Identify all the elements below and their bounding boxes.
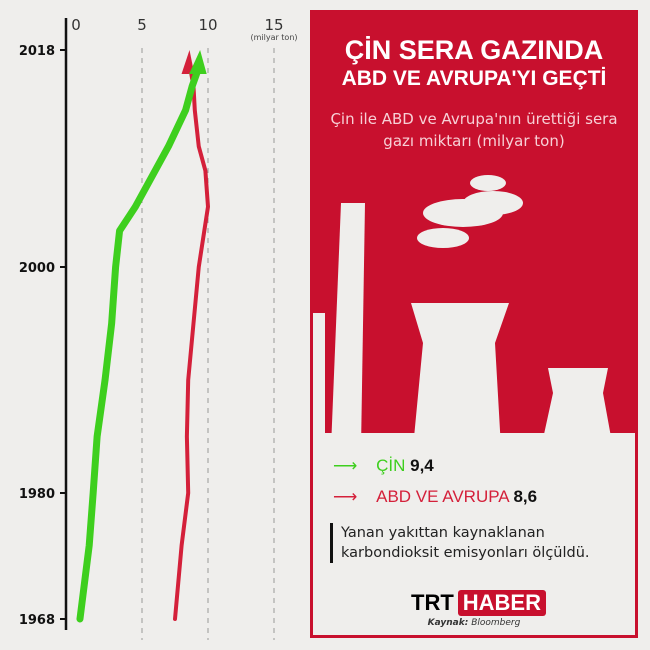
legend-label: ÇİN [376, 456, 406, 475]
arrowhead-icon [189, 50, 207, 74]
legend-value: 9,4 [410, 456, 434, 475]
panel-title: ÇİN SERA GAZINDA ABD VE AVRUPA'YI GEÇTİ [313, 35, 635, 93]
y-tick-label: 1980 [19, 487, 55, 502]
trt-haber-logo: TRT HABER [411, 590, 546, 616]
x-tick-label: 10 [198, 16, 217, 34]
source: Kaynak: Bloomberg [313, 618, 635, 628]
series-line-china [76, 60, 204, 623]
legend-china: ⟶ ÇİN 9,4 [333, 456, 434, 476]
info-panel: ÇİN SERA GAZINDA ABD VE AVRUPA'YI GEÇTİ … [310, 10, 638, 638]
source-value: Bloomberg [471, 618, 521, 628]
arrow-right-icon: ⟶ [333, 487, 358, 506]
factory-illustration: ÇİN SERA GAZINDA ABD VE AVRUPA'YI GEÇTİ … [313, 13, 635, 448]
logo-trt: TRT [411, 590, 454, 615]
legend-value: 8,6 [513, 487, 538, 506]
title-line-1: ÇİN SERA GAZINDA [344, 35, 604, 65]
title-line-2: ABD VE AVRUPA'YI GEÇTİ [341, 67, 607, 90]
emissions-chart: 0 5 10 15(milyar ton) 2018 2000 1980 1968 [19, 16, 298, 640]
y-tick-label: 1968 [19, 613, 55, 628]
subtitle: Çin ile ABD ve Avrupa'nın ürettiği sera … [330, 110, 618, 150]
legend-us-europe: ⟶ ABD VE AVRUPA 8,6 [333, 487, 537, 507]
footnote: Yanan yakıttan kaynaklanan karbondioksit… [330, 523, 635, 563]
x-tick-label: 0 [71, 16, 81, 34]
x-tick-label: 5 [137, 16, 147, 34]
x-axis-unit: (milyar ton) [250, 33, 297, 42]
factory-icon [313, 175, 635, 448]
y-tick-label: 2000 [19, 261, 55, 276]
y-tick-label: 2018 [19, 44, 55, 59]
legend-label: ABD VE AVRUPA [376, 487, 509, 506]
source-label: Kaynak: [427, 618, 469, 628]
logo-haber: HABER [457, 590, 546, 616]
arrowhead-icon [181, 50, 195, 74]
series-line-us-europe [173, 62, 210, 621]
x-tick-label: 15 [264, 16, 283, 34]
arrow-right-icon: ⟶ [333, 456, 358, 475]
